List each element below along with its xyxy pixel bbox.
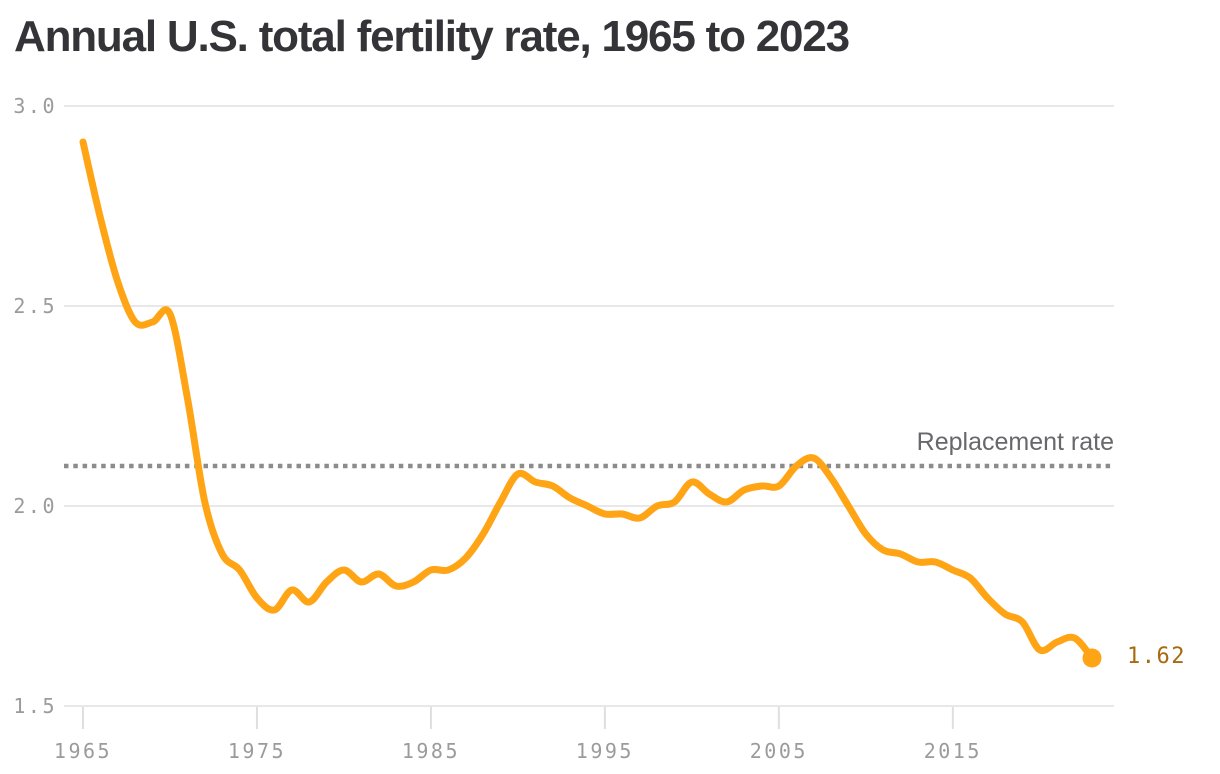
replacement-rate-annotation: Replacement rate [916,428,1114,456]
fertility-rate-line [79,138,1096,662]
end-value-label: 1.62 [1127,644,1186,669]
chart-title: Annual U.S. total fertility rate, 1965 t… [14,12,850,61]
end-point-dot [1082,648,1102,668]
